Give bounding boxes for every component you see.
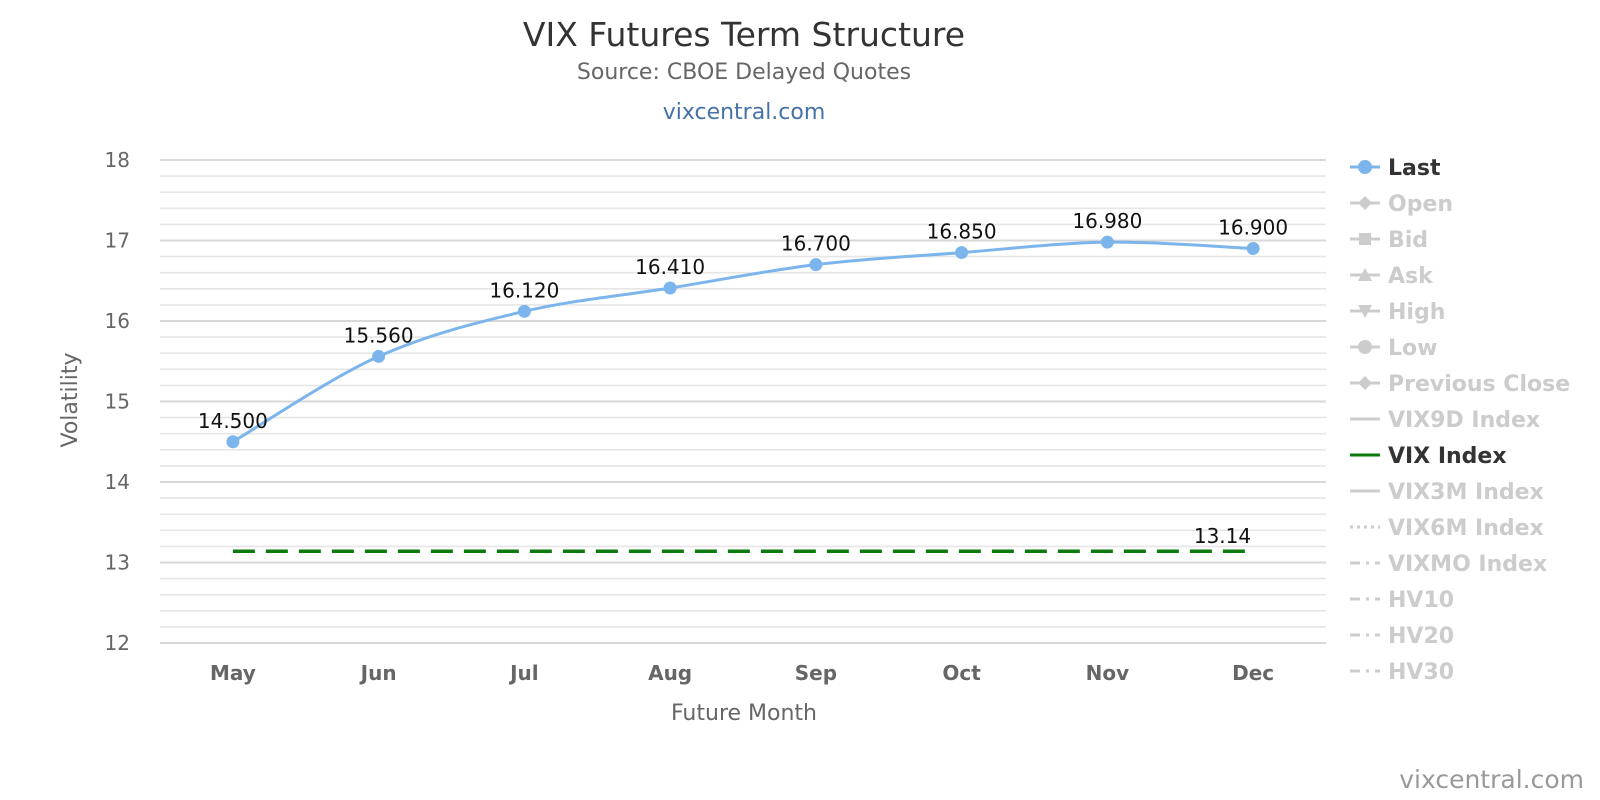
last-data-point[interactable] [517, 304, 531, 318]
x-tick-label: Jun [359, 661, 397, 685]
legend-label: Ask [1388, 264, 1434, 289]
legend-label: Bid [1388, 228, 1428, 253]
y-tick-label: 16 [105, 309, 130, 333]
legend-item-ask[interactable]: Ask [1350, 264, 1434, 289]
x-tick-label: Sep [795, 661, 837, 685]
last-data-point[interactable] [955, 246, 969, 260]
x-tick-label: Oct [942, 661, 981, 685]
y-tick-label: 18 [105, 148, 130, 172]
chart-subtitle: Source: CBOE Delayed Quotes [577, 60, 911, 85]
legend-item-previous-close[interactable]: Previous Close [1350, 372, 1570, 397]
last-data-label: 16.980 [1072, 209, 1142, 233]
legend-item-vix-index[interactable]: VIX Index [1350, 444, 1507, 469]
legend-item-hv20[interactable]: HV20 [1350, 624, 1454, 649]
plot-gridlines [160, 159, 1326, 644]
legend-label: VIXMO Index [1388, 552, 1547, 577]
legend-label: HV10 [1388, 588, 1454, 613]
series-layer: 13.14 14.500 15.560 16.120 16.410 16.700 16.85… [198, 209, 1288, 553]
y-axis-ticks: 12 13 14 15 16 17 18 [105, 148, 130, 655]
last-data-point[interactable] [809, 258, 823, 272]
last-data-label: 16.700 [781, 232, 851, 256]
x-tick-label: Aug [648, 661, 692, 685]
last-data-point[interactable] [226, 435, 240, 449]
last-data-label: 14.500 [198, 409, 268, 433]
y-tick-label: 14 [105, 470, 130, 494]
y-tick-label: 15 [105, 390, 130, 414]
legend-item-bid[interactable]: Bid [1350, 228, 1428, 253]
legend-label: High [1388, 300, 1445, 325]
legend-label: VIX9D Index [1388, 408, 1540, 433]
legend-label: Previous Close [1388, 372, 1570, 397]
legend-diamond-icon [1358, 376, 1372, 390]
legend-circle-icon [1358, 160, 1372, 174]
legend-circle-icon [1358, 340, 1372, 354]
legend-item-vix9d-index[interactable]: VIX9D Index [1350, 408, 1540, 433]
last-data-point[interactable] [372, 349, 386, 363]
legend-item-hv30[interactable]: HV30 [1350, 660, 1454, 685]
last-data-point[interactable] [1246, 242, 1260, 256]
last-data-label: 16.850 [927, 220, 997, 244]
legend-item-open[interactable]: Open [1350, 192, 1453, 217]
vix-index-label: 13.14 [1194, 524, 1251, 548]
legend-square-icon [1359, 233, 1371, 245]
site-link[interactable]: vixcentral.com [663, 100, 826, 125]
last-data-label: 16.900 [1218, 216, 1288, 240]
y-axis-title: Volatility [58, 352, 83, 447]
legend-label: HV20 [1388, 624, 1454, 649]
last-data-label: 16.410 [635, 255, 705, 279]
legend-item-vix3m-index[interactable]: VIX3M Index [1350, 480, 1544, 505]
legend-item-vixmo-index[interactable]: VIXMO Index [1350, 552, 1547, 577]
x-tick-label: May [210, 661, 256, 685]
legend-label: VIX6M Index [1388, 516, 1544, 541]
last-series-line [232, 240, 1254, 444]
y-tick-label: 13 [105, 551, 130, 575]
legend: Last Open Bid Ask High Low Previous Close VIX9D… [1350, 156, 1570, 685]
x-axis-ticks: May Jun Jul Aug Sep Oct Nov Dec [210, 661, 1274, 685]
legend-label: Last [1388, 156, 1441, 181]
chart-title: VIX Futures Term Structure [523, 15, 965, 54]
legend-label: HV30 [1388, 660, 1454, 685]
last-data-point[interactable] [1100, 235, 1114, 249]
chart-credit[interactable]: vixcentral.com [1399, 765, 1584, 794]
x-tick-label: Dec [1232, 661, 1274, 685]
legend-triangle-icon [1358, 268, 1372, 281]
y-tick-label: 17 [105, 229, 130, 253]
legend-item-high[interactable]: High [1350, 300, 1445, 325]
legend-label: VIX Index [1388, 444, 1507, 469]
legend-label: Open [1388, 192, 1453, 217]
legend-diamond-icon [1358, 196, 1372, 210]
x-axis-title: Future Month [671, 701, 817, 726]
legend-item-vix6m-index[interactable]: VIX6M Index [1350, 516, 1544, 541]
legend-triangle-down-icon [1358, 305, 1372, 318]
x-tick-label: Jul [508, 661, 539, 685]
legend-item-low[interactable]: Low [1350, 336, 1437, 361]
x-tick-label: Nov [1086, 661, 1130, 685]
last-data-label: 16.120 [489, 278, 559, 302]
legend-label: Low [1388, 336, 1437, 361]
last-data-label: 15.560 [344, 323, 414, 347]
last-data-point[interactable] [663, 281, 677, 295]
legend-item-last[interactable]: Last [1350, 156, 1441, 181]
legend-item-hv10[interactable]: HV10 [1350, 588, 1454, 613]
y-tick-label: 12 [105, 631, 130, 655]
legend-label: VIX3M Index [1388, 480, 1544, 505]
